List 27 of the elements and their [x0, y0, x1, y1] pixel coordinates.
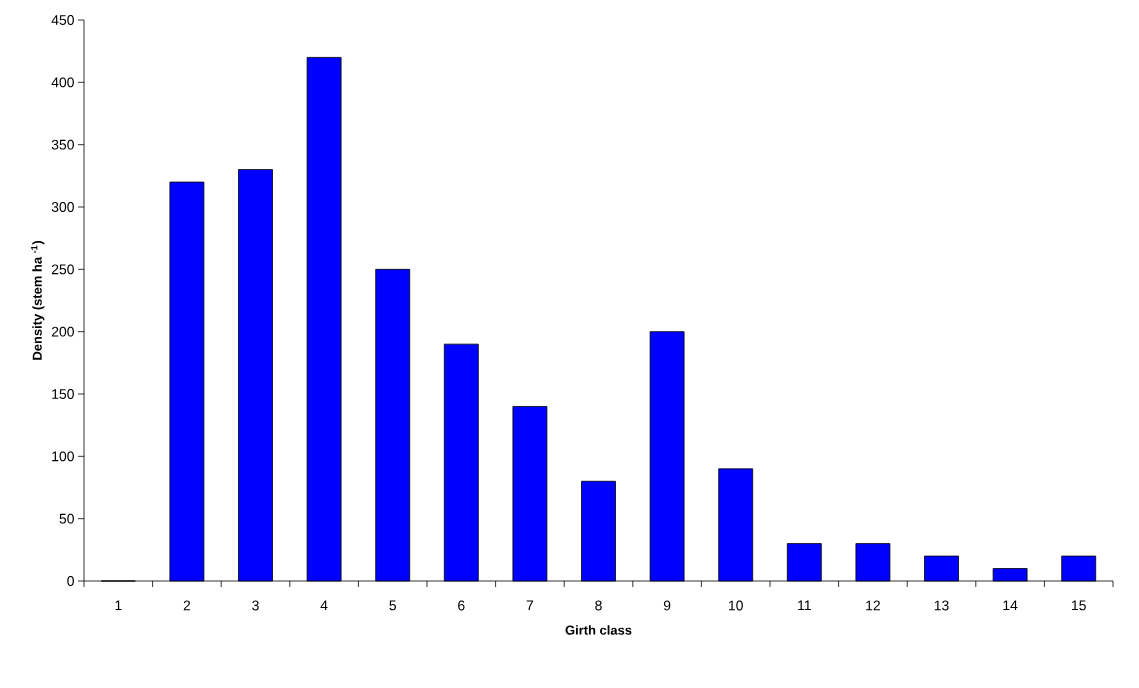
y-tick-label: 350 — [51, 139, 74, 150]
x-tick-label: 12 — [866, 600, 880, 611]
y-tick-label: 50 — [59, 513, 74, 524]
y-tick-label: 0 — [67, 576, 74, 586]
x-tick-label: 10 — [729, 600, 743, 611]
y-tick-label: 250 — [51, 264, 74, 275]
x-tick-label: 1 — [115, 600, 122, 611]
x-tick-label: 5 — [389, 600, 396, 611]
x-tick-label: 14 — [1003, 600, 1018, 611]
x-tick-label: 15 — [1072, 600, 1086, 611]
x-axis-title: Girth class — [565, 625, 632, 635]
y-tick-label: 100 — [52, 451, 74, 462]
x-tick-label: 13 — [934, 600, 949, 611]
x-tick-label: 2 — [183, 600, 191, 611]
y-tick-label: 200 — [51, 326, 74, 337]
x-tick-label: 3 — [252, 600, 259, 611]
x-tick-label: 7 — [526, 600, 534, 611]
y-tick-label: 300 — [51, 202, 74, 212]
y-axis-title: Density (stem ha $^{-1}$) — [31, 241, 45, 360]
x-tick-label: 11 — [798, 600, 811, 611]
y-tick-label: 150 — [52, 389, 74, 399]
x-tick-label: 8 — [595, 600, 602, 611]
y-tick-label: 450 — [51, 15, 74, 25]
y-tick-label: 400 — [51, 77, 74, 88]
x-tick-label: 4 — [320, 600, 328, 611]
x-tick-label: 9 — [663, 600, 671, 611]
x-tick-label: 6 — [458, 600, 465, 611]
